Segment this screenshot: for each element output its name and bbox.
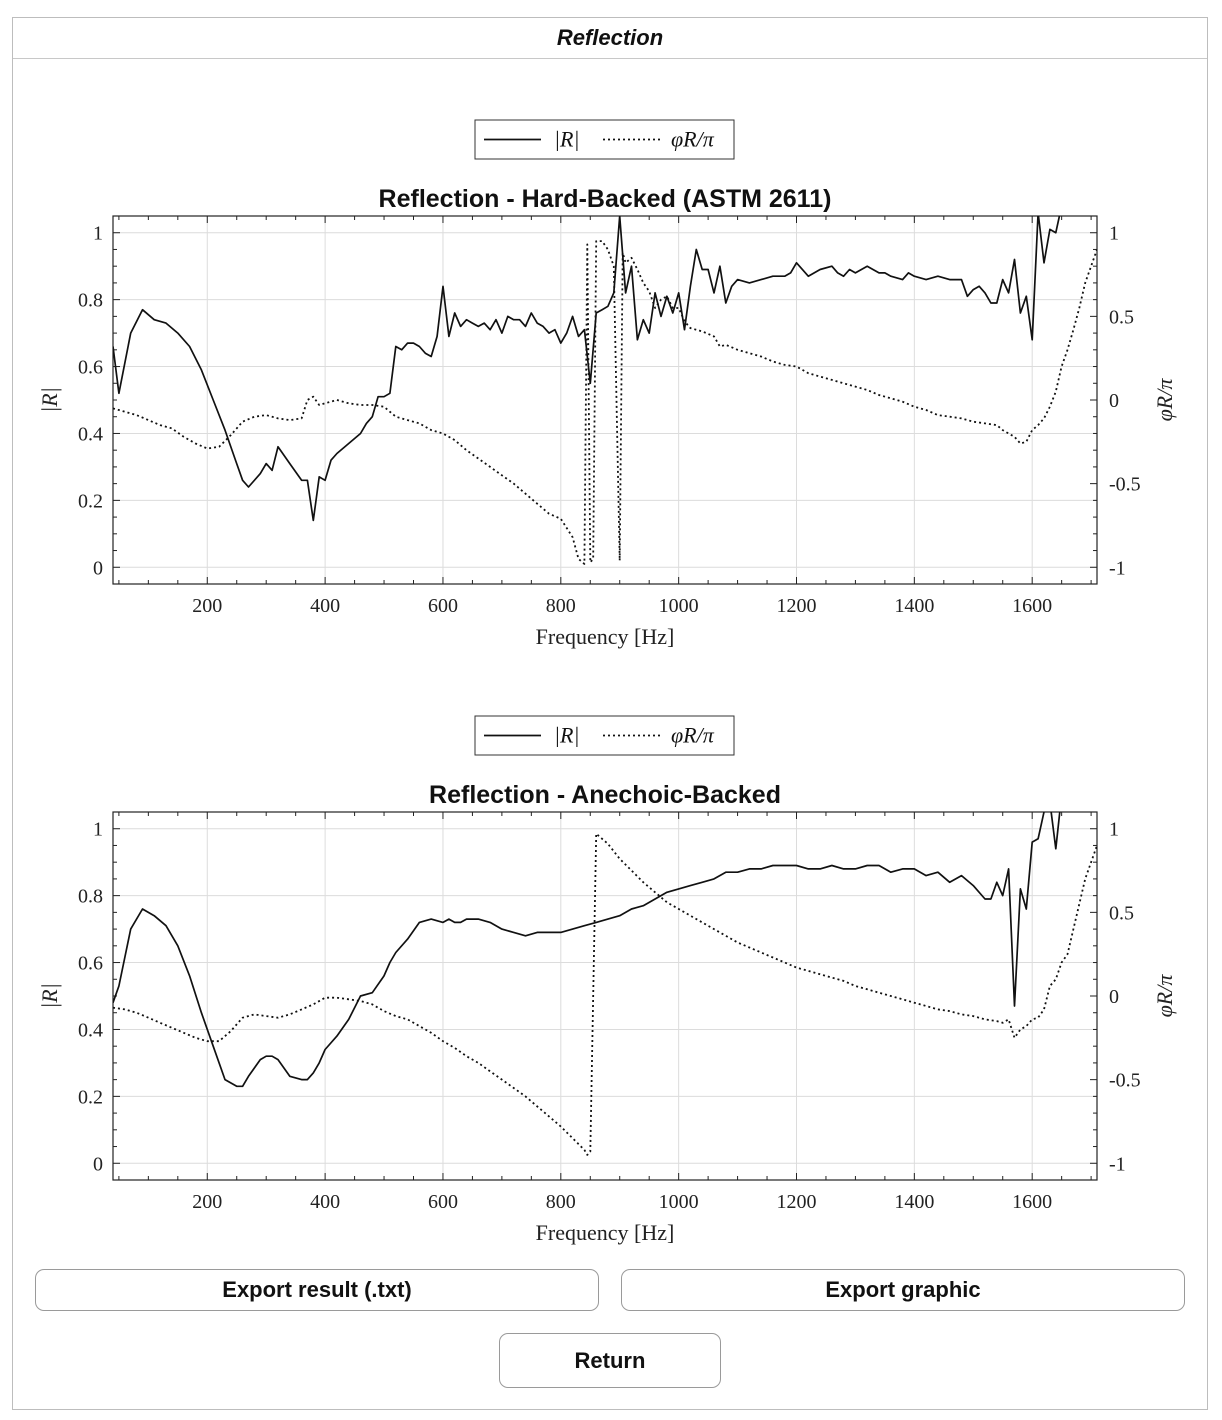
x-tick-label: 200: [192, 1191, 222, 1213]
y-tick-label: 0.8: [78, 290, 103, 312]
x-axis-label: Frequency [Hz]: [536, 624, 675, 649]
y-right-tick-label: -0.5: [1109, 1070, 1141, 1092]
phase-series-line: [113, 240, 1097, 565]
x-tick-label: 600: [428, 595, 458, 617]
series-group: [113, 216, 1097, 565]
export-result-txt-button[interactable]: Export result (.txt): [35, 1269, 599, 1311]
x-tick-label: 1400: [894, 1191, 934, 1213]
y-right-axis-label: φR/π: [1152, 378, 1177, 422]
x-axis-label: Frequency [Hz]: [536, 1220, 675, 1245]
x-tick-label: 200: [192, 595, 222, 617]
magnitude-series-line: [113, 812, 1061, 1088]
y-tick-label: 0.4: [78, 423, 103, 445]
export-graphic-button[interactable]: Export graphic: [621, 1269, 1185, 1311]
y-right-axis-label: φR/π: [1152, 974, 1177, 1018]
y-right-tick-label: 1: [1109, 223, 1119, 245]
x-tick-label: 1600: [1012, 1191, 1052, 1213]
x-tick-label: 1200: [776, 595, 816, 617]
x-tick-label: 1200: [776, 1191, 816, 1213]
hard-backed-chart: 200 400 600 800 1000 1200 1400 1600 0 0.2 0.4 0.6 0.…: [37, 119, 1177, 649]
legend-label-magnitude: |R|: [554, 723, 580, 748]
x-tick-label: 400: [310, 1191, 340, 1213]
x-tick-label: 800: [546, 595, 576, 617]
chart-title: Reflection - Anechoic-Backed: [429, 781, 781, 809]
plot-frame: [112, 811, 1098, 1181]
y-tick-label: 1: [93, 819, 103, 841]
x-tick-label: 600: [428, 1191, 458, 1213]
x-tick-label: 800: [546, 1191, 576, 1213]
y-right-tick-label: -0.5: [1109, 474, 1141, 496]
y-axis-label: |R|: [37, 983, 62, 1009]
x-tick-label: 400: [310, 595, 340, 617]
x-tick-label: 1000: [659, 1191, 699, 1213]
y-axis-label: |R|: [37, 387, 62, 413]
y-right-tick-label: 0: [1109, 986, 1119, 1008]
phase-series-line: [113, 832, 1097, 1156]
chart-title: Reflection - Hard-Backed (ASTM 2611): [379, 185, 832, 213]
y-right-tick-label: -1: [1109, 557, 1126, 579]
y-tick-label: 0.6: [78, 357, 103, 379]
legend-label-magnitude: |R|: [554, 127, 580, 152]
y-right-tick-label: -1: [1109, 1153, 1126, 1175]
series-group: [113, 812, 1097, 1156]
legend-label-phase: φR/π: [671, 723, 715, 748]
y-right-tick-label: 0: [1109, 390, 1119, 412]
y-tick-label: 0.6: [78, 953, 103, 975]
y-right-tick-label: 0.5: [1109, 306, 1134, 328]
y-right-tick-label: 1: [1109, 819, 1119, 841]
x-tick-label: 1000: [659, 595, 699, 617]
magnitude-series-line: [113, 216, 1061, 522]
return-button[interactable]: Return: [499, 1333, 721, 1388]
panel-title: Reflection: [13, 18, 1207, 59]
y-tick-label: 0.4: [78, 1019, 103, 1041]
x-tick-label: 1600: [1012, 595, 1052, 617]
x-tick-label: 1400: [894, 595, 934, 617]
legend-label-phase: φR/π: [671, 127, 715, 152]
y-tick-label: 0: [93, 1153, 103, 1175]
y-tick-label: 0.2: [78, 1086, 103, 1108]
y-tick-label: 0.2: [78, 490, 103, 512]
reflection-panel: Reflection: [12, 17, 1208, 1410]
y-tick-label: 0: [93, 557, 103, 579]
y-right-tick-label: 0.5: [1109, 902, 1134, 924]
y-tick-label: 0.8: [78, 886, 103, 908]
anechoic-backed-chart: 200 400 600 800 1000 1200 1400 1600 0 0.2 0.4 0.6 0.…: [37, 715, 1177, 1245]
y-tick-label: 1: [93, 223, 103, 245]
